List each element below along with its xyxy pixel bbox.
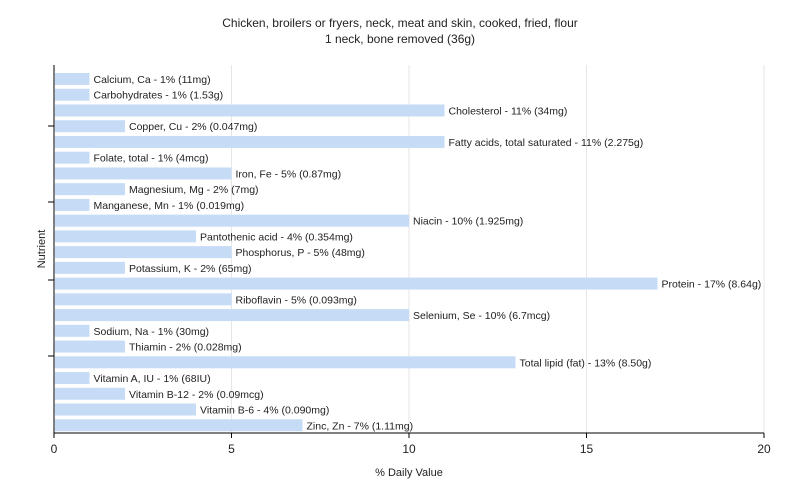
bar: [55, 135, 445, 148]
bar-label: Protein - 17% (8.64g): [662, 279, 762, 291]
bar: [55, 120, 125, 133]
bar: [55, 324, 90, 337]
bar: [55, 261, 125, 274]
bar: [55, 356, 516, 369]
bar: [55, 73, 90, 85]
x-tick-label: 15: [580, 442, 594, 456]
bar: [55, 403, 196, 416]
bar: [55, 340, 125, 353]
x-tick-label: 10: [402, 442, 416, 456]
bar: [55, 214, 409, 227]
bar-label: Magnesium, Mg - 2% (7mg): [129, 184, 259, 196]
bar: [55, 104, 445, 117]
bar-label: Sodium, Na - 1% (30mg): [94, 326, 210, 338]
bar-label: Thiamin - 2% (0.028mg): [129, 342, 242, 354]
x-axis-ticks: 0 5 10 15 20: [48, 125, 771, 456]
bar-label: Vitamin A, IU - 1% (68IU): [94, 373, 211, 385]
bar-label: Total lipid (fat) - 13% (8.50g): [520, 357, 652, 369]
bar: [55, 246, 232, 259]
x-tick-label: 20: [757, 442, 771, 456]
bar-label: Folate, total - 1% (4mcg): [94, 153, 209, 165]
bar-label: Pantothenic acid - 4% (0.354mg): [200, 231, 353, 243]
chart-subtitle: 1 neck, bone removed (36g): [324, 32, 476, 46]
x-axis-label: % Daily Value: [375, 467, 443, 479]
bar: [55, 230, 196, 243]
bar-label: Manganese, Mn - 1% (0.019mg): [94, 200, 245, 212]
bar: [55, 419, 303, 432]
bar: [55, 293, 232, 306]
bar-label: Calcium, Ca - 1% (11mg): [94, 74, 211, 86]
bar-label: Carbohydrates - 1% (1.53g): [94, 90, 224, 102]
bar-label: Fatty acids, total saturated - 11% (2.27…: [449, 137, 644, 149]
bar-series: Calcium, Ca - 1% (11mg) Carbohydrates - 1…: [55, 73, 761, 432]
bar: [55, 88, 90, 101]
x-tick-label: 5: [228, 442, 235, 456]
y-axis-label: Nutrient: [36, 230, 48, 269]
bar-label: Niacin - 10% (1.925mg): [413, 216, 523, 228]
bar-label: Iron, Fe - 5% (0.87mg): [236, 168, 342, 180]
bar-label: Cholesterol - 11% (34mg): [449, 105, 568, 117]
bar-label: Vitamin B-6 - 4% (0.090mg): [200, 405, 329, 417]
bar: [55, 167, 232, 180]
bar-label: Selenium, Se - 10% (6.7mcg): [413, 310, 550, 322]
bar: [55, 387, 125, 400]
x-tick-label: 0: [51, 442, 58, 456]
bar: [55, 277, 658, 290]
bar-label: Potassium, K - 2% (65mg): [129, 263, 252, 275]
bar: [55, 198, 90, 211]
bar-label: Zinc, Zn - 7% (1.11mg): [307, 420, 414, 432]
bar-label: Riboflavin - 5% (0.093mg): [236, 294, 357, 306]
bar: [55, 151, 90, 164]
bar-label: Phosphorus, P - 5% (48mg): [236, 247, 365, 259]
bar-label: Vitamin B-12 - 2% (0.09mcg): [129, 389, 264, 401]
bar-label: Copper, Cu - 2% (0.047mg): [129, 121, 257, 133]
bar: [55, 309, 409, 322]
chart-title: Chicken, broilers or fryers, neck, meat …: [222, 16, 578, 30]
bar: [55, 183, 125, 196]
bar: [55, 372, 90, 385]
